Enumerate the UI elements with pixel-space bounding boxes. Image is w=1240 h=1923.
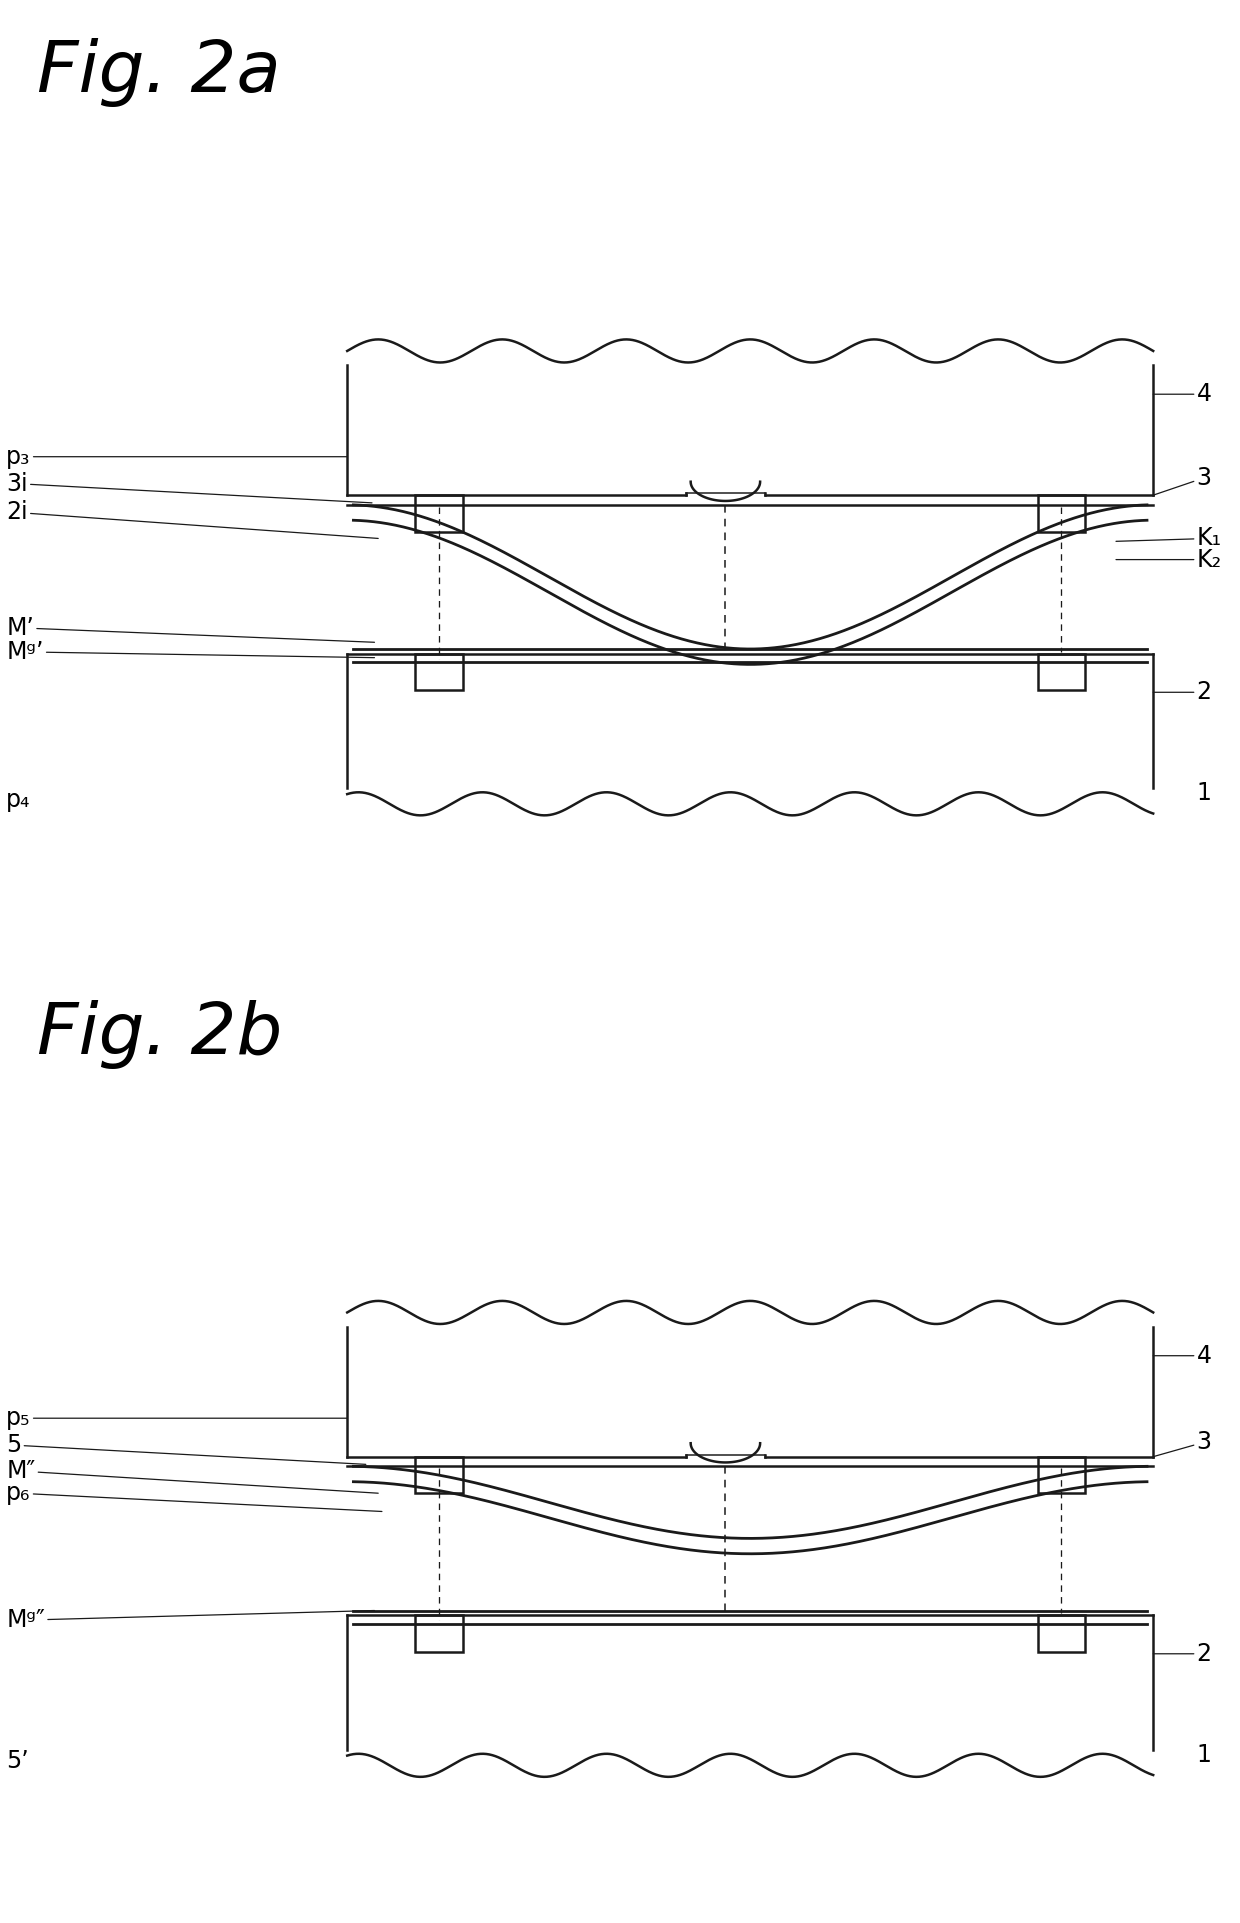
Text: p₄: p₄ — [6, 788, 31, 812]
Text: Fig. 2b: Fig. 2b — [37, 1000, 283, 1069]
Text: 2: 2 — [1153, 1642, 1211, 1665]
Text: 2: 2 — [1153, 681, 1211, 704]
Text: K₂: K₂ — [1116, 548, 1221, 571]
Bar — [415, 1458, 463, 1492]
Bar — [1038, 1615, 1085, 1652]
Text: M’: M’ — [6, 615, 374, 642]
Text: 3: 3 — [1153, 465, 1211, 494]
Bar — [1038, 654, 1085, 690]
Text: K₁: K₁ — [1116, 527, 1221, 550]
Bar — [1038, 1458, 1085, 1492]
Text: Mᵍ″: Mᵍ″ — [6, 1608, 374, 1633]
Text: p₃: p₃ — [6, 444, 347, 469]
Text: p₆: p₆ — [6, 1481, 382, 1511]
Text: 3: 3 — [1153, 1431, 1211, 1458]
Text: 5: 5 — [6, 1433, 366, 1465]
Bar — [415, 494, 463, 531]
Text: 3i: 3i — [6, 471, 372, 502]
Text: Fig. 2a: Fig. 2a — [37, 38, 281, 108]
Bar — [415, 1615, 463, 1652]
Text: 1: 1 — [1197, 781, 1211, 806]
Text: 1: 1 — [1197, 1742, 1211, 1767]
Text: 2i: 2i — [6, 500, 378, 538]
Text: M″: M″ — [6, 1460, 378, 1492]
Text: 4: 4 — [1153, 1344, 1211, 1367]
Bar — [415, 654, 463, 690]
Text: p₅: p₅ — [6, 1406, 347, 1431]
Bar — [1038, 494, 1085, 531]
Text: 4: 4 — [1153, 383, 1211, 406]
Text: 5’: 5’ — [6, 1750, 29, 1773]
Text: Mᵍ’: Mᵍ’ — [6, 640, 374, 663]
